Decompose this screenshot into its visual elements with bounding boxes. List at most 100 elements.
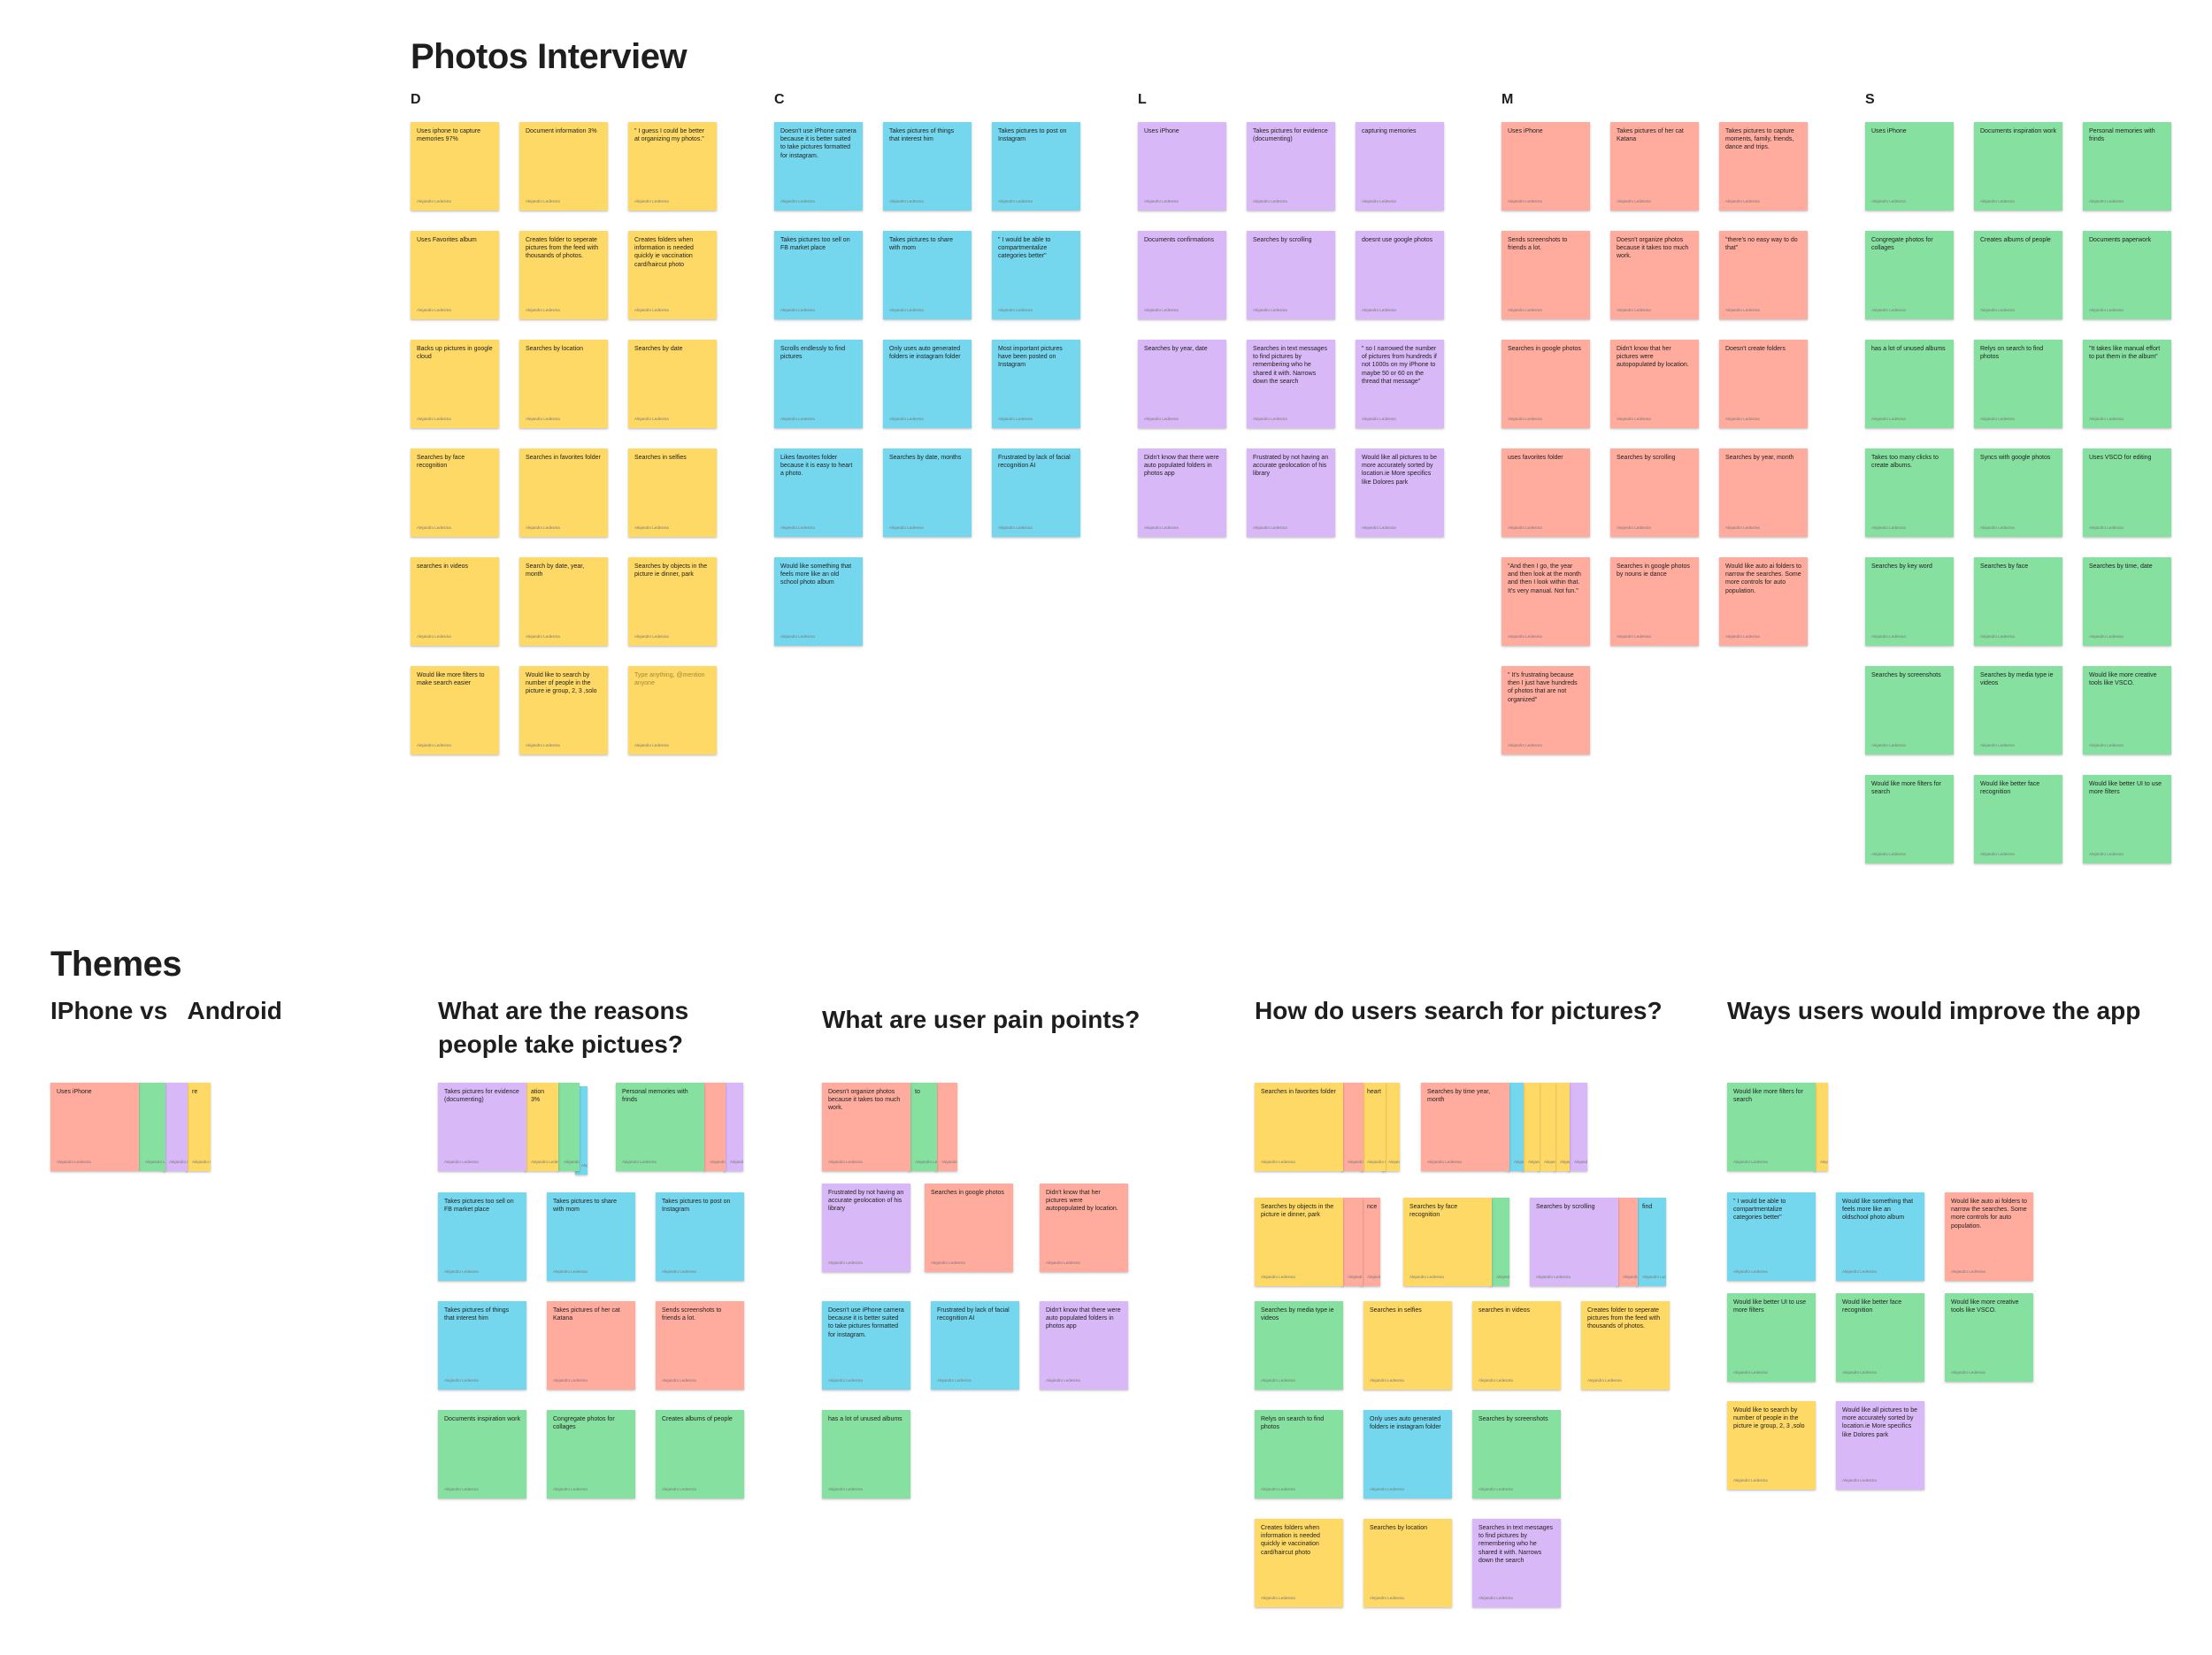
sticky-note[interactable]: Would like better UI to use more filters… bbox=[2083, 775, 2171, 863]
sticky-note[interactable]: Alejandro Ledesma bbox=[1568, 1083, 1587, 1171]
sticky-note[interactable]: " It's frustrating because then I just h… bbox=[1502, 666, 1590, 755]
sticky-note[interactable]: Didn't know that there were auto populat… bbox=[1138, 448, 1226, 537]
sticky-note[interactable]: " I guess I could be better at organizin… bbox=[628, 122, 717, 211]
sticky-note[interactable]: Would like better face recognition Alejan… bbox=[1836, 1293, 1924, 1382]
sticky-note[interactable]: uses favorites folder Alejandro Ledesma bbox=[1502, 448, 1590, 537]
sticky-note[interactable]: Frustrated by lack of facial recognition… bbox=[992, 448, 1080, 537]
sticky-note[interactable]: Most important pictures have been posted… bbox=[992, 340, 1080, 428]
sticky-note[interactable]: Sends screenshots to friends a lot. Aleja… bbox=[1502, 231, 1590, 319]
sticky-note[interactable]: Uses iPhone Alejandro Ledesma bbox=[1138, 122, 1226, 211]
sticky-note[interactable]: Alejandro Ledesma bbox=[1617, 1198, 1638, 1286]
sticky-note[interactable]: Searches by date Alejandro Ledesma bbox=[628, 340, 717, 428]
sticky-note[interactable]: Would like to search by number of people… bbox=[519, 666, 608, 755]
sticky-note[interactable]: Alejandro Ledesma bbox=[1382, 1083, 1400, 1171]
sticky-note[interactable]: Searches by face Alejandro Ledesma bbox=[1974, 557, 2062, 646]
sticky-note[interactable]: to Alejandro Ledesma bbox=[909, 1083, 937, 1171]
sticky-note[interactable]: Search by date, year, month Alejandro Led… bbox=[519, 557, 608, 646]
sticky-note[interactable]: Doesn't use iPhone camera because it is … bbox=[774, 122, 863, 211]
sticky-note[interactable]: Doesn't organize photos because it takes… bbox=[1610, 231, 1699, 319]
sticky-note[interactable]: Likes favorites folder because it is eas… bbox=[774, 448, 863, 537]
sticky-note[interactable]: Doesn't create folders Alejandro Ledesma bbox=[1719, 340, 1808, 428]
sticky-note[interactable]: Alejandro Ledesma bbox=[1814, 1083, 1828, 1171]
sticky-note[interactable]: Takes pictures of her cat Katana Alejandr… bbox=[547, 1301, 635, 1390]
sticky-note[interactable]: has a lot of unused albums Alejandro Lede… bbox=[822, 1410, 910, 1498]
sticky-note[interactable]: Sends screenshots to friends a lot. Aleja… bbox=[656, 1301, 744, 1390]
sticky-note[interactable]: Would like all pictures to be more accur… bbox=[1356, 448, 1444, 537]
sticky-note[interactable]: Uses Favorites album Alejandro Ledesma bbox=[411, 231, 499, 319]
sticky-note[interactable]: Documents confirmations Alejandro Ledesma bbox=[1138, 231, 1226, 319]
sticky-note[interactable]: Searches in favorites folder Alejandro Le… bbox=[519, 448, 608, 537]
sticky-note[interactable]: Takes pictures to capture moments, famil… bbox=[1719, 122, 1808, 211]
sticky-note[interactable]: Uses iPhone Alejandro Ledesma bbox=[1865, 122, 1954, 211]
sticky-note[interactable]: Creates folders when information is need… bbox=[1255, 1519, 1343, 1607]
sticky-note[interactable]: "And then I go, the year and then look a… bbox=[1502, 557, 1590, 646]
sticky-note[interactable]: Would like all pictures to be more accur… bbox=[1836, 1401, 1924, 1490]
sticky-note[interactable]: Doesn't use iPhone camera because it is … bbox=[822, 1301, 910, 1390]
sticky-note[interactable]: Congregate photos for collages Alejandro … bbox=[1865, 231, 1954, 319]
sticky-note[interactable]: Alejandro Ledesma bbox=[163, 1083, 188, 1171]
sticky-note[interactable]: Searches in selfies Alejandro Ledesma bbox=[628, 448, 717, 537]
sticky-note[interactable]: Didn't know that her pictures were autop… bbox=[1610, 340, 1699, 428]
sticky-note[interactable]: Searches in text messages to find pictur… bbox=[1247, 340, 1335, 428]
sticky-note[interactable]: nce Alejandro Ledesma bbox=[1361, 1198, 1380, 1286]
sticky-note[interactable]: Creates albums of people Alejandro Ledesm… bbox=[656, 1410, 744, 1498]
sticky-note[interactable]: Searches by media type ie videos Alejandr… bbox=[1974, 666, 2062, 755]
sticky-note[interactable]: Takes pictures of things that interest h… bbox=[883, 122, 972, 211]
sticky-note[interactable]: Searches by objects in the picture ie di… bbox=[628, 557, 717, 646]
sticky-note[interactable]: Syncs with google photos Alejandro Ledesm… bbox=[1974, 448, 2062, 537]
sticky-note[interactable]: heart Alejandro Ledesma bbox=[1361, 1083, 1386, 1171]
sticky-note[interactable]: Only uses auto generated folders ie inst… bbox=[883, 340, 972, 428]
sticky-note[interactable]: Would like something that feels more lik… bbox=[1836, 1192, 1924, 1281]
sticky-note[interactable]: Searches by screenshots Alejandro Ledesma bbox=[1472, 1410, 1561, 1498]
sticky-note[interactable]: "there's no easy way to do that" Alejandr… bbox=[1719, 231, 1808, 319]
sticky-note[interactable]: Only uses auto generated folders ie inst… bbox=[1363, 1410, 1452, 1498]
sticky-note[interactable]: Searches by location Alejandro Ledesma bbox=[519, 340, 608, 428]
sticky-note[interactable]: Searches in favorites folder Alejandro Le… bbox=[1255, 1083, 1343, 1171]
sticky-note[interactable]: Would like better face recognition Alejan… bbox=[1974, 775, 2062, 863]
sticky-note[interactable]: Alejandro Ledesma bbox=[139, 1083, 165, 1171]
sticky-note[interactable]: Searches by date, months Alejandro Ledesm… bbox=[883, 448, 972, 537]
sticky-note[interactable]: Scrolls endlessly to find pictures Alejan… bbox=[774, 340, 863, 428]
sticky-note[interactable]: Would like more filters for search Alejan… bbox=[1865, 775, 1954, 863]
sticky-note[interactable]: doesnt use google photos Alejandro Ledesm… bbox=[1356, 231, 1444, 319]
sticky-note[interactable]: Searches by location Alejandro Ledesma bbox=[1363, 1519, 1452, 1607]
sticky-note[interactable]: Searches by time, date Alejandro Ledesma bbox=[2083, 557, 2171, 646]
sticky-note[interactable]: Would like auto ai folders to narrow the… bbox=[1945, 1192, 2033, 1281]
sticky-note[interactable]: searches in videos Alejandro Ledesma bbox=[411, 557, 499, 646]
sticky-note[interactable]: Searches in selfies Alejandro Ledesma bbox=[1363, 1301, 1452, 1390]
sticky-note[interactable]: Takes pictures to share with mom Alejandr… bbox=[883, 231, 972, 319]
sticky-note[interactable]: Creates folders when information is need… bbox=[628, 231, 717, 319]
sticky-note[interactable]: Relys on search to find photos Alejandro … bbox=[1974, 340, 2062, 428]
sticky-note[interactable]: Takes pictures too sell on FB market pla… bbox=[438, 1192, 526, 1281]
sticky-note[interactable]: Searches by screenshots Alejandro Ledesma bbox=[1865, 666, 1954, 755]
sticky-note[interactable]: Takes too many clicks to create albums. A… bbox=[1865, 448, 1954, 537]
sticky-note[interactable]: Searches in google photos by nouns ie da… bbox=[1610, 557, 1699, 646]
sticky-note[interactable]: Frustrated by lack of facial recognition… bbox=[931, 1301, 1019, 1390]
sticky-note[interactable]: re Alejandro Ledesma bbox=[186, 1083, 211, 1171]
sticky-note[interactable]: Personal memories with frinds Alejandro L… bbox=[616, 1083, 704, 1171]
sticky-note[interactable]: Didn't know that her pictures were autop… bbox=[1040, 1184, 1128, 1272]
sticky-note[interactable]: Alejandro Ledesma bbox=[1554, 1083, 1570, 1171]
sticky-note[interactable]: Takes pictures to share with mom Alejandr… bbox=[547, 1192, 635, 1281]
sticky-note[interactable]: Searches by scrolling Alejandro Ledesma bbox=[1247, 231, 1335, 319]
sticky-note[interactable]: " I would be able to compartmentalize ca… bbox=[992, 231, 1080, 319]
sticky-note[interactable]: Uses iphone to capture memories 97% Aleja… bbox=[411, 122, 499, 211]
sticky-note[interactable]: Uses iPhone Alejandro Ledesma bbox=[50, 1083, 139, 1171]
sticky-note[interactable]: Takes pictures to post on Instagram Aleja… bbox=[992, 122, 1080, 211]
sticky-note[interactable]: Alejandro Ledesma bbox=[1341, 1198, 1363, 1286]
sticky-note[interactable]: Takes pictures of her cat Katana Alejandr… bbox=[1610, 122, 1699, 211]
sticky-note[interactable]: Documents inspiration work Alejandro Lede… bbox=[438, 1410, 526, 1498]
sticky-note[interactable]: Alejandro Ledesma bbox=[1522, 1083, 1540, 1171]
sticky-note[interactable]: Takes pictures to post on Instagram Aleja… bbox=[656, 1192, 744, 1281]
sticky-note[interactable]: Frustrated by not having an accurate geo… bbox=[1247, 448, 1335, 537]
sticky-note[interactable]: Uses iPhone Alejandro Ledesma bbox=[1502, 122, 1590, 211]
sticky-note[interactable]: Takes pictures of things that interest h… bbox=[438, 1301, 526, 1390]
sticky-note[interactable]: Uses VSCO for editing Alejandro Ledesma bbox=[2083, 448, 2171, 537]
sticky-note[interactable]: searches in videos Alejandro Ledesma bbox=[1472, 1301, 1561, 1390]
sticky-note[interactable]: Would like more creative tools like VSCO… bbox=[2083, 666, 2171, 755]
sticky-note[interactable]: Alejandro Ledesma bbox=[1490, 1198, 1509, 1286]
sticky-note[interactable]: find Alejandro Ledesma bbox=[1636, 1198, 1666, 1286]
sticky-note[interactable]: Searches by objects in the picture ie di… bbox=[1255, 1198, 1343, 1286]
sticky-note[interactable]: Creates folder to seperate pictures from… bbox=[1581, 1301, 1670, 1390]
sticky-note[interactable]: Takes pictures for evidence (documenting… bbox=[1247, 122, 1335, 211]
